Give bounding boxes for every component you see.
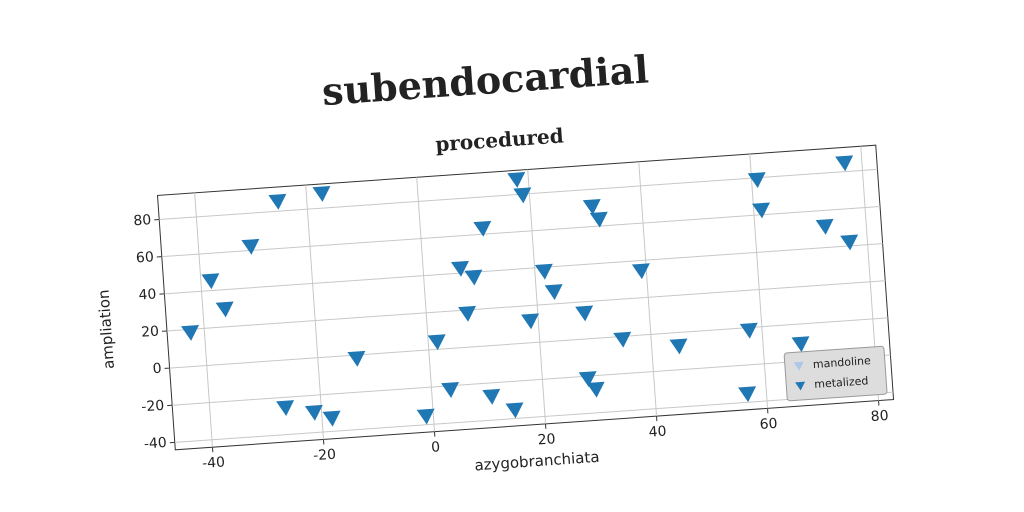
marker (739, 322, 758, 339)
chart-body: subendocardial procedured azygobranchiat… (94, 46, 895, 475)
grid-line (164, 243, 883, 295)
y-tick-label: 20 (141, 324, 160, 341)
marker (427, 334, 446, 351)
marker (791, 336, 810, 353)
legend-label: mandoline (812, 354, 871, 371)
x-tick-label: 40 (648, 423, 667, 440)
y-tick-label: -40 (143, 435, 167, 453)
x-tick-label: 80 (870, 408, 889, 425)
marker (473, 220, 492, 237)
marker (215, 301, 234, 318)
x-tick-label: 60 (759, 416, 778, 433)
marker (578, 371, 597, 388)
y-tick-label: 60 (135, 249, 154, 266)
marker (441, 382, 460, 398)
marker (241, 238, 260, 255)
marker (738, 386, 757, 403)
marker (586, 381, 605, 398)
x-tick-label: 0 (431, 439, 441, 456)
grid-line (527, 169, 547, 424)
marker (304, 404, 323, 421)
grid-line (638, 161, 658, 417)
marker (181, 325, 200, 341)
marker (582, 198, 601, 215)
grid-line (166, 280, 886, 332)
marker (201, 273, 220, 290)
grid-line (174, 391, 894, 443)
y-tick-label: -20 (141, 398, 165, 416)
legend-label: metalized (814, 374, 869, 391)
x-tick-label: -40 (202, 454, 226, 472)
marker (752, 202, 770, 219)
chart-title: subendocardial (321, 46, 650, 114)
marker (835, 155, 854, 172)
marker (544, 284, 563, 301)
marker (450, 260, 469, 277)
legend-marker (795, 381, 806, 391)
marker (458, 305, 477, 322)
grid-line (305, 185, 324, 440)
grid-line (172, 354, 891, 406)
marker (416, 408, 435, 425)
marker (575, 305, 594, 322)
x-axis-label: azygobranchiata (474, 448, 600, 475)
marker (505, 402, 524, 419)
marker (507, 171, 526, 188)
marker (534, 263, 553, 280)
marker (669, 338, 688, 355)
y-tick-label: 80 (133, 212, 152, 229)
marker (613, 331, 632, 348)
marker (322, 410, 341, 427)
marker (347, 350, 366, 367)
grid-line (416, 177, 436, 432)
x-tick-label: 20 (537, 431, 556, 448)
y-tick-label: 0 (152, 361, 162, 378)
y-axis-label: ampliation (94, 289, 118, 370)
legend-box (783, 345, 888, 402)
marker (747, 172, 766, 189)
marker (521, 313, 540, 330)
grid-line (194, 192, 213, 448)
plot-area (156, 144, 895, 451)
grid-line (749, 153, 769, 409)
marker (464, 269, 483, 286)
legend-marker (793, 361, 804, 371)
marker (268, 193, 287, 210)
marker (482, 388, 501, 405)
x-tick-label: -20 (313, 447, 337, 465)
y-tick-label: 40 (138, 286, 157, 303)
marker (589, 211, 608, 228)
grid-line (169, 317, 888, 369)
marker (631, 263, 650, 280)
marker (815, 218, 834, 235)
chart-subtitle: procedured (435, 123, 565, 156)
marker (276, 400, 295, 417)
marker (513, 187, 532, 204)
marker (840, 234, 859, 251)
marker (312, 185, 331, 202)
